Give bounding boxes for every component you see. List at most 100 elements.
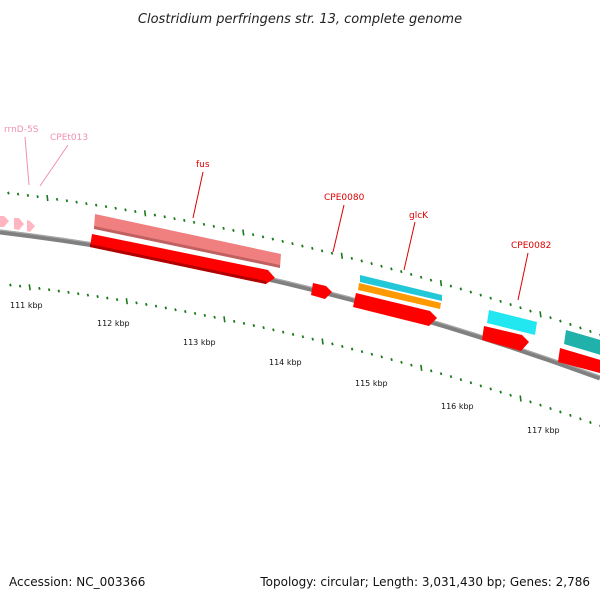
- inner-tick: [549, 407, 552, 411]
- inner-tick: [509, 393, 512, 397]
- backbone-highlight: [0, 229, 600, 377]
- inner-tick: [184, 310, 187, 314]
- outer-tick: [114, 206, 117, 210]
- outer-tick: [104, 205, 108, 209]
- inner-tick: [529, 400, 532, 404]
- inner-tick: [125, 298, 128, 305]
- inner-tick: [252, 324, 256, 328]
- outer-tick: [479, 293, 482, 297]
- inner-tick: [57, 289, 61, 293]
- outer-tick: [26, 193, 30, 197]
- scale-label-117: 117 kbp: [527, 426, 560, 435]
- outer-tick: [449, 284, 453, 288]
- inner-tick: [479, 384, 483, 388]
- glcK-cds-arrow: [353, 293, 437, 326]
- glcK-orange-bar: [358, 283, 441, 309]
- gene-label-glcK: glcK: [409, 211, 429, 221]
- outer-ticks: [7, 191, 600, 337]
- outer-tick: [519, 306, 522, 310]
- inner-tick: [47, 288, 51, 292]
- outer-tick: [75, 200, 78, 204]
- gene-label-rrnD-5S: rrnD-5S: [4, 125, 39, 135]
- accession-text: Accession: NC_003366: [9, 575, 145, 589]
- inner-tick: [559, 410, 562, 414]
- outer-tick: [202, 222, 206, 226]
- inner-tick: [28, 284, 31, 291]
- outer-tick: [569, 322, 572, 326]
- rrna-features: [0, 216, 35, 232]
- outer-tick: [173, 217, 176, 221]
- outer-tick: [153, 213, 157, 217]
- inner-tick: [429, 369, 433, 373]
- outer-tick: [85, 202, 88, 206]
- outer-tick: [124, 208, 127, 212]
- leader-fus: [192, 171, 204, 219]
- outer-tick: [529, 309, 532, 313]
- gene-partial-right: [558, 330, 600, 373]
- outer-tick: [360, 259, 363, 263]
- inner-tick: [360, 350, 364, 354]
- inner-tick: [262, 326, 265, 330]
- outer-tick: [579, 326, 582, 330]
- fus-gene-bar: [94, 214, 281, 267]
- gene-CPE0082: [482, 310, 537, 351]
- inner-tick: [106, 296, 109, 300]
- gene-fus: [90, 214, 281, 284]
- outer-tick: [539, 311, 542, 318]
- outer-tick: [589, 329, 592, 333]
- inner-tick: [174, 308, 177, 312]
- outer-tick: [291, 242, 294, 246]
- inner-tick: [311, 337, 314, 341]
- outer-tick: [163, 215, 166, 219]
- fus-gene-bar-shade: [94, 226, 280, 268]
- leader-glcK: [403, 221, 416, 271]
- inner-tick: [76, 292, 80, 296]
- outer-tick: [134, 210, 137, 214]
- inner-tick: [420, 364, 423, 372]
- inner-tick: [331, 342, 334, 346]
- inner-tick: [489, 387, 492, 391]
- fus-cds-arrow: [90, 234, 275, 284]
- inner-tick: [203, 313, 207, 317]
- trna-arrow: [27, 220, 35, 232]
- label-leaders: [24, 136, 529, 301]
- inner-tick: [370, 352, 374, 356]
- outer-tick: [370, 262, 373, 266]
- scale-label-112: 112 kbp: [97, 319, 130, 328]
- inner-tick: [272, 328, 275, 332]
- inner-tick: [164, 306, 168, 310]
- outer-tick: [94, 203, 98, 207]
- inner-tick: [96, 295, 99, 299]
- inner-tick: [519, 395, 522, 402]
- inner-tick: [449, 375, 453, 379]
- inner-tick: [18, 284, 22, 288]
- leader-CPEt013: [39, 144, 69, 187]
- inner-tick: [579, 417, 582, 421]
- outer-tick: [212, 224, 216, 228]
- outer-tick: [232, 228, 235, 232]
- inner-tick: [539, 403, 542, 407]
- outer-tick: [311, 246, 314, 250]
- inner-tick: [301, 335, 305, 339]
- inner-tick: [86, 293, 90, 297]
- gene-CPE0080: [311, 283, 332, 299]
- outer-tick: [330, 251, 334, 255]
- scale-label-116: 116 kbp: [441, 402, 474, 411]
- scale-label-114: 114 kbp: [269, 358, 302, 367]
- partial-teal-bar: [564, 330, 600, 355]
- outer-tick: [320, 249, 324, 253]
- inner-tick: [9, 283, 12, 287]
- outer-tick: [559, 319, 562, 323]
- outer-tick: [55, 197, 59, 201]
- rrna-arrow: [14, 218, 24, 230]
- inner-tick: [569, 413, 572, 417]
- outer-tick: [439, 279, 443, 287]
- outer-tick: [380, 264, 383, 268]
- genome-info-text: Topology: circular; Length: 3,031,430 bp…: [259, 575, 590, 589]
- inner-tick: [213, 315, 216, 319]
- inner-tick: [321, 338, 324, 345]
- scale-label-111: 111 kbp: [10, 301, 43, 310]
- outer-tick: [340, 252, 344, 259]
- inner-tick: [193, 311, 197, 315]
- map-title: Clostridium perfringens str. 13, complet…: [138, 12, 462, 27]
